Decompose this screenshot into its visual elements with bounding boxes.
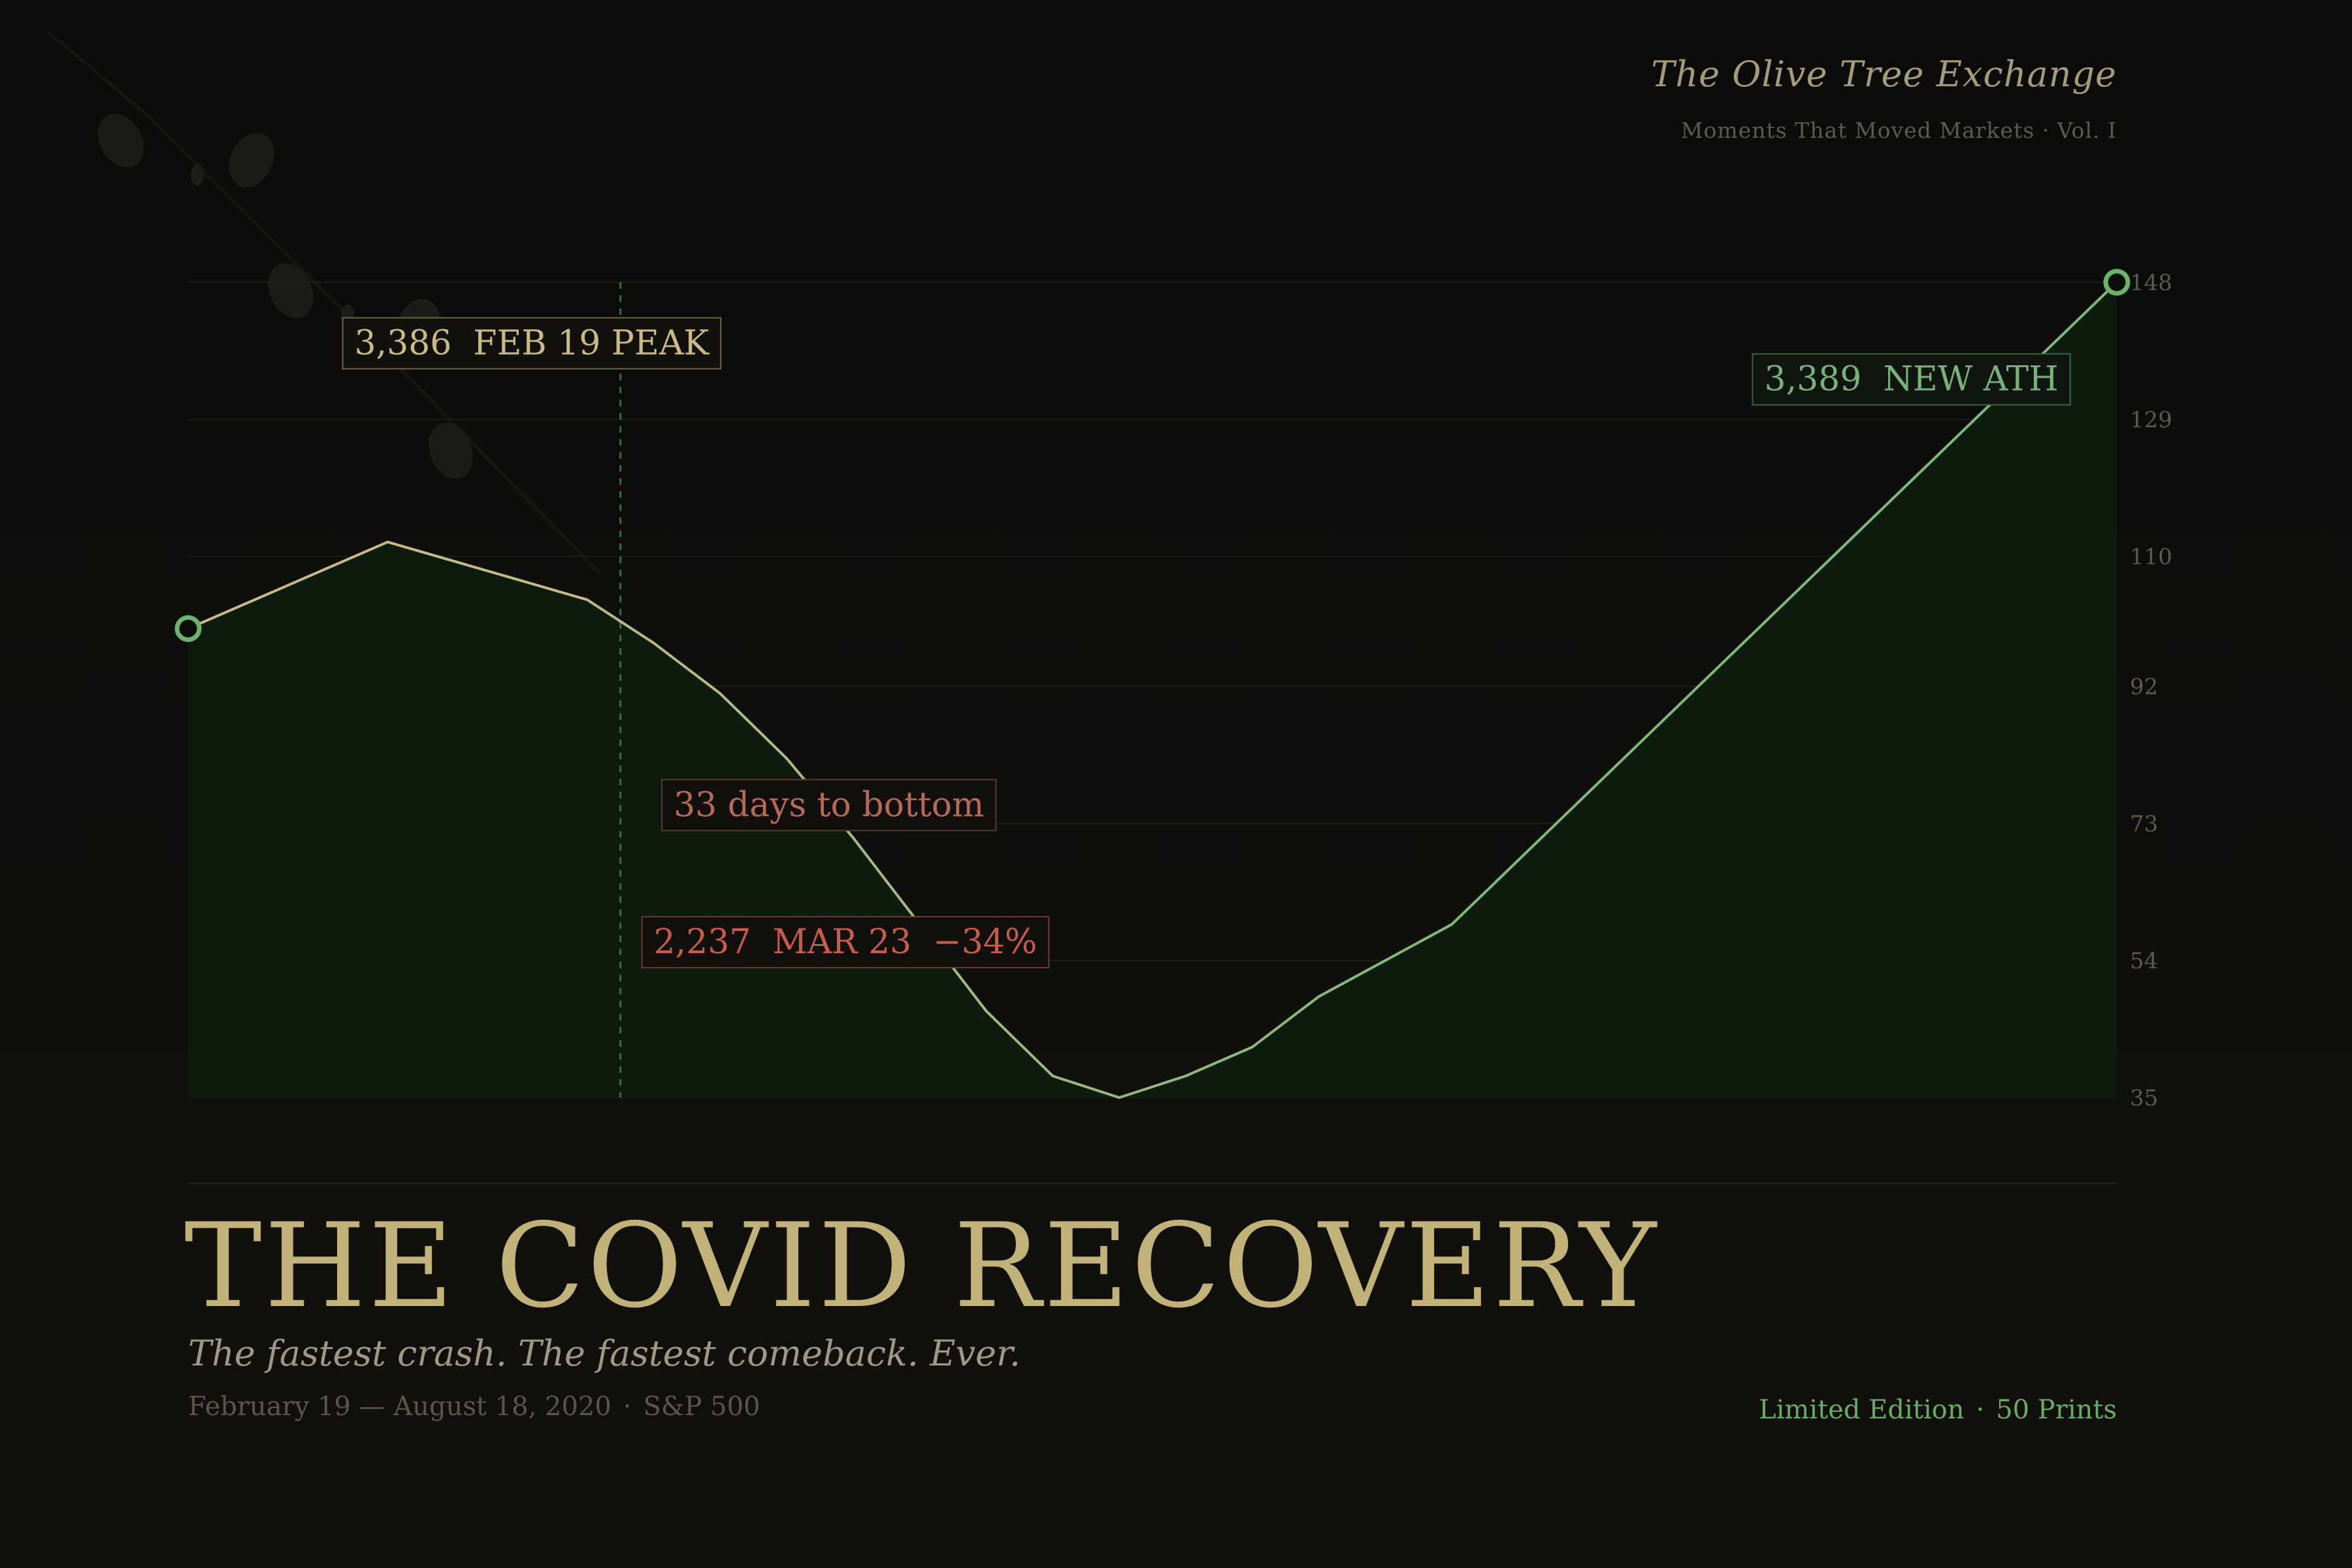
price-line-segment bbox=[719, 692, 789, 760]
start-point bbox=[174, 615, 202, 642]
y-tick-label: 129 bbox=[2130, 407, 2172, 433]
price-line-segment bbox=[1184, 1045, 1254, 1077]
y-tick-label: 92 bbox=[2130, 674, 2158, 700]
price-line-segment bbox=[851, 836, 921, 926]
olive-leaf bbox=[268, 263, 314, 319]
olive-branch-stem bbox=[48, 31, 603, 577]
meta-separator: · bbox=[623, 1392, 632, 1422]
prints-label: 50 Prints bbox=[1996, 1395, 2117, 1425]
index-name: S&P 500 bbox=[643, 1392, 760, 1422]
olive-leaf bbox=[97, 113, 144, 168]
annotation-box-ath bbox=[1752, 353, 2071, 406]
price-line-segment bbox=[585, 598, 655, 645]
edition-label: Limited Edition bbox=[1759, 1395, 1965, 1425]
y-tick-label: 110 bbox=[2130, 544, 2172, 570]
date-range: February 19 — August 18, 2020 bbox=[188, 1392, 612, 1422]
y-tick-label: 35 bbox=[2130, 1085, 2158, 1111]
olive-fruit bbox=[191, 165, 204, 186]
divider bbox=[188, 1183, 2117, 1184]
edition-line: Limited Edition · 50 Prints bbox=[1759, 1395, 2117, 1425]
annotation-box-bottom bbox=[641, 916, 1050, 969]
page-title: THE COVID RECOVERY bbox=[184, 1198, 1659, 1333]
area-fill bbox=[188, 282, 2117, 1098]
date-index-line: February 19 — August 18, 2020 · S&P 500 bbox=[188, 1392, 760, 1422]
price-line-segment bbox=[985, 1009, 1054, 1077]
edition-separator: · bbox=[1976, 1395, 1985, 1425]
end-point bbox=[2103, 269, 2131, 296]
annotation-box-peak bbox=[342, 317, 722, 370]
olive-leaf bbox=[429, 423, 473, 479]
price-line-segment bbox=[1250, 995, 1320, 1049]
annotation-bottom: 2,237 MAR 23 −34% bbox=[654, 923, 1037, 962]
price-line-segment bbox=[1118, 1074, 1187, 1099]
annotation-box-days bbox=[661, 779, 997, 832]
y-tick-label: 73 bbox=[2130, 811, 2158, 837]
series-label: Moments That Moved Markets · Vol. I bbox=[1680, 118, 2117, 143]
y-tick-label: 54 bbox=[2130, 948, 2158, 974]
price-line-segment bbox=[1051, 1074, 1121, 1099]
brand-name: The Olive Tree Exchange bbox=[1651, 54, 2117, 95]
price-line-segment bbox=[652, 642, 722, 695]
price-line-segment bbox=[1317, 923, 1454, 998]
tagline: The fastest crash. The fastest comeback.… bbox=[188, 1333, 1021, 1374]
y-tick-label: 148 bbox=[2130, 270, 2172, 296]
price-line-segment bbox=[187, 540, 389, 630]
annotation-days: 33 days to bottom bbox=[674, 785, 984, 825]
annotation-peak: 3,386 FEB 19 PEAK bbox=[354, 323, 710, 363]
annotation-ath: 3,389 NEW ATH bbox=[1764, 360, 2058, 399]
olive-branch-icon bbox=[48, 31, 603, 577]
price-line-segment bbox=[386, 540, 589, 601]
olive-leaf bbox=[229, 132, 274, 188]
